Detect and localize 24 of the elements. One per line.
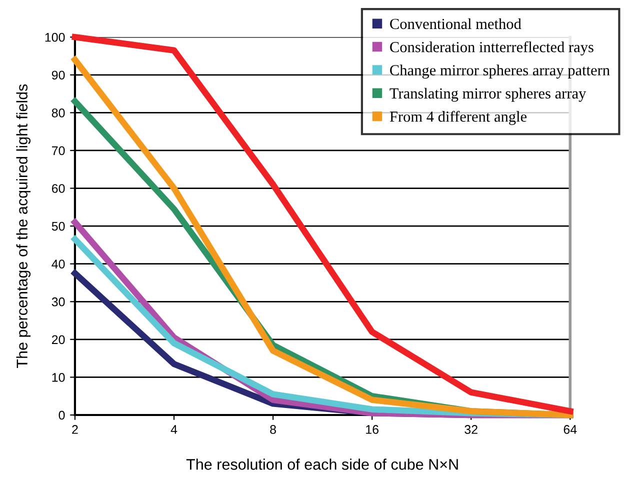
y-tick-label: 50 (52, 222, 65, 231)
y-tick-label: 60 (52, 184, 65, 193)
legend-label: Conventional method (390, 18, 522, 30)
y-tick-label: 40 (52, 260, 65, 268)
y-axis-title: The percentage of the acquired light fields (16, 84, 31, 368)
x-tick-label: 64 (564, 425, 577, 434)
y-tick-label: 100 (45, 32, 65, 42)
x-tick-label: 8 (270, 425, 276, 434)
x-tick-label: 32 (464, 425, 478, 434)
x-axis-title: The resolution of each side of cube N×N (186, 458, 458, 470)
y-tick-label: 70 (52, 146, 65, 156)
legend-label: Change mirror spheres array pattern (390, 64, 610, 79)
legend-label: Translating mirror spheres array (390, 88, 586, 102)
y-tick-label: 0 (58, 410, 65, 420)
legend-label: Consideration intterreflected rays (390, 41, 594, 56)
y-tick-label: 90 (52, 70, 65, 80)
x-tick-label: 4 (170, 425, 178, 434)
y-tick-label: 20 (52, 335, 65, 344)
y-tick-label: 30 (52, 297, 65, 306)
x-tick-label: 2 (72, 425, 78, 434)
legend-label: From 4 different angle (390, 110, 527, 125)
y-tick-label: 80 (52, 108, 65, 118)
x-tick-label: 16 (366, 425, 378, 434)
y-tick-label: 10 (52, 373, 65, 382)
